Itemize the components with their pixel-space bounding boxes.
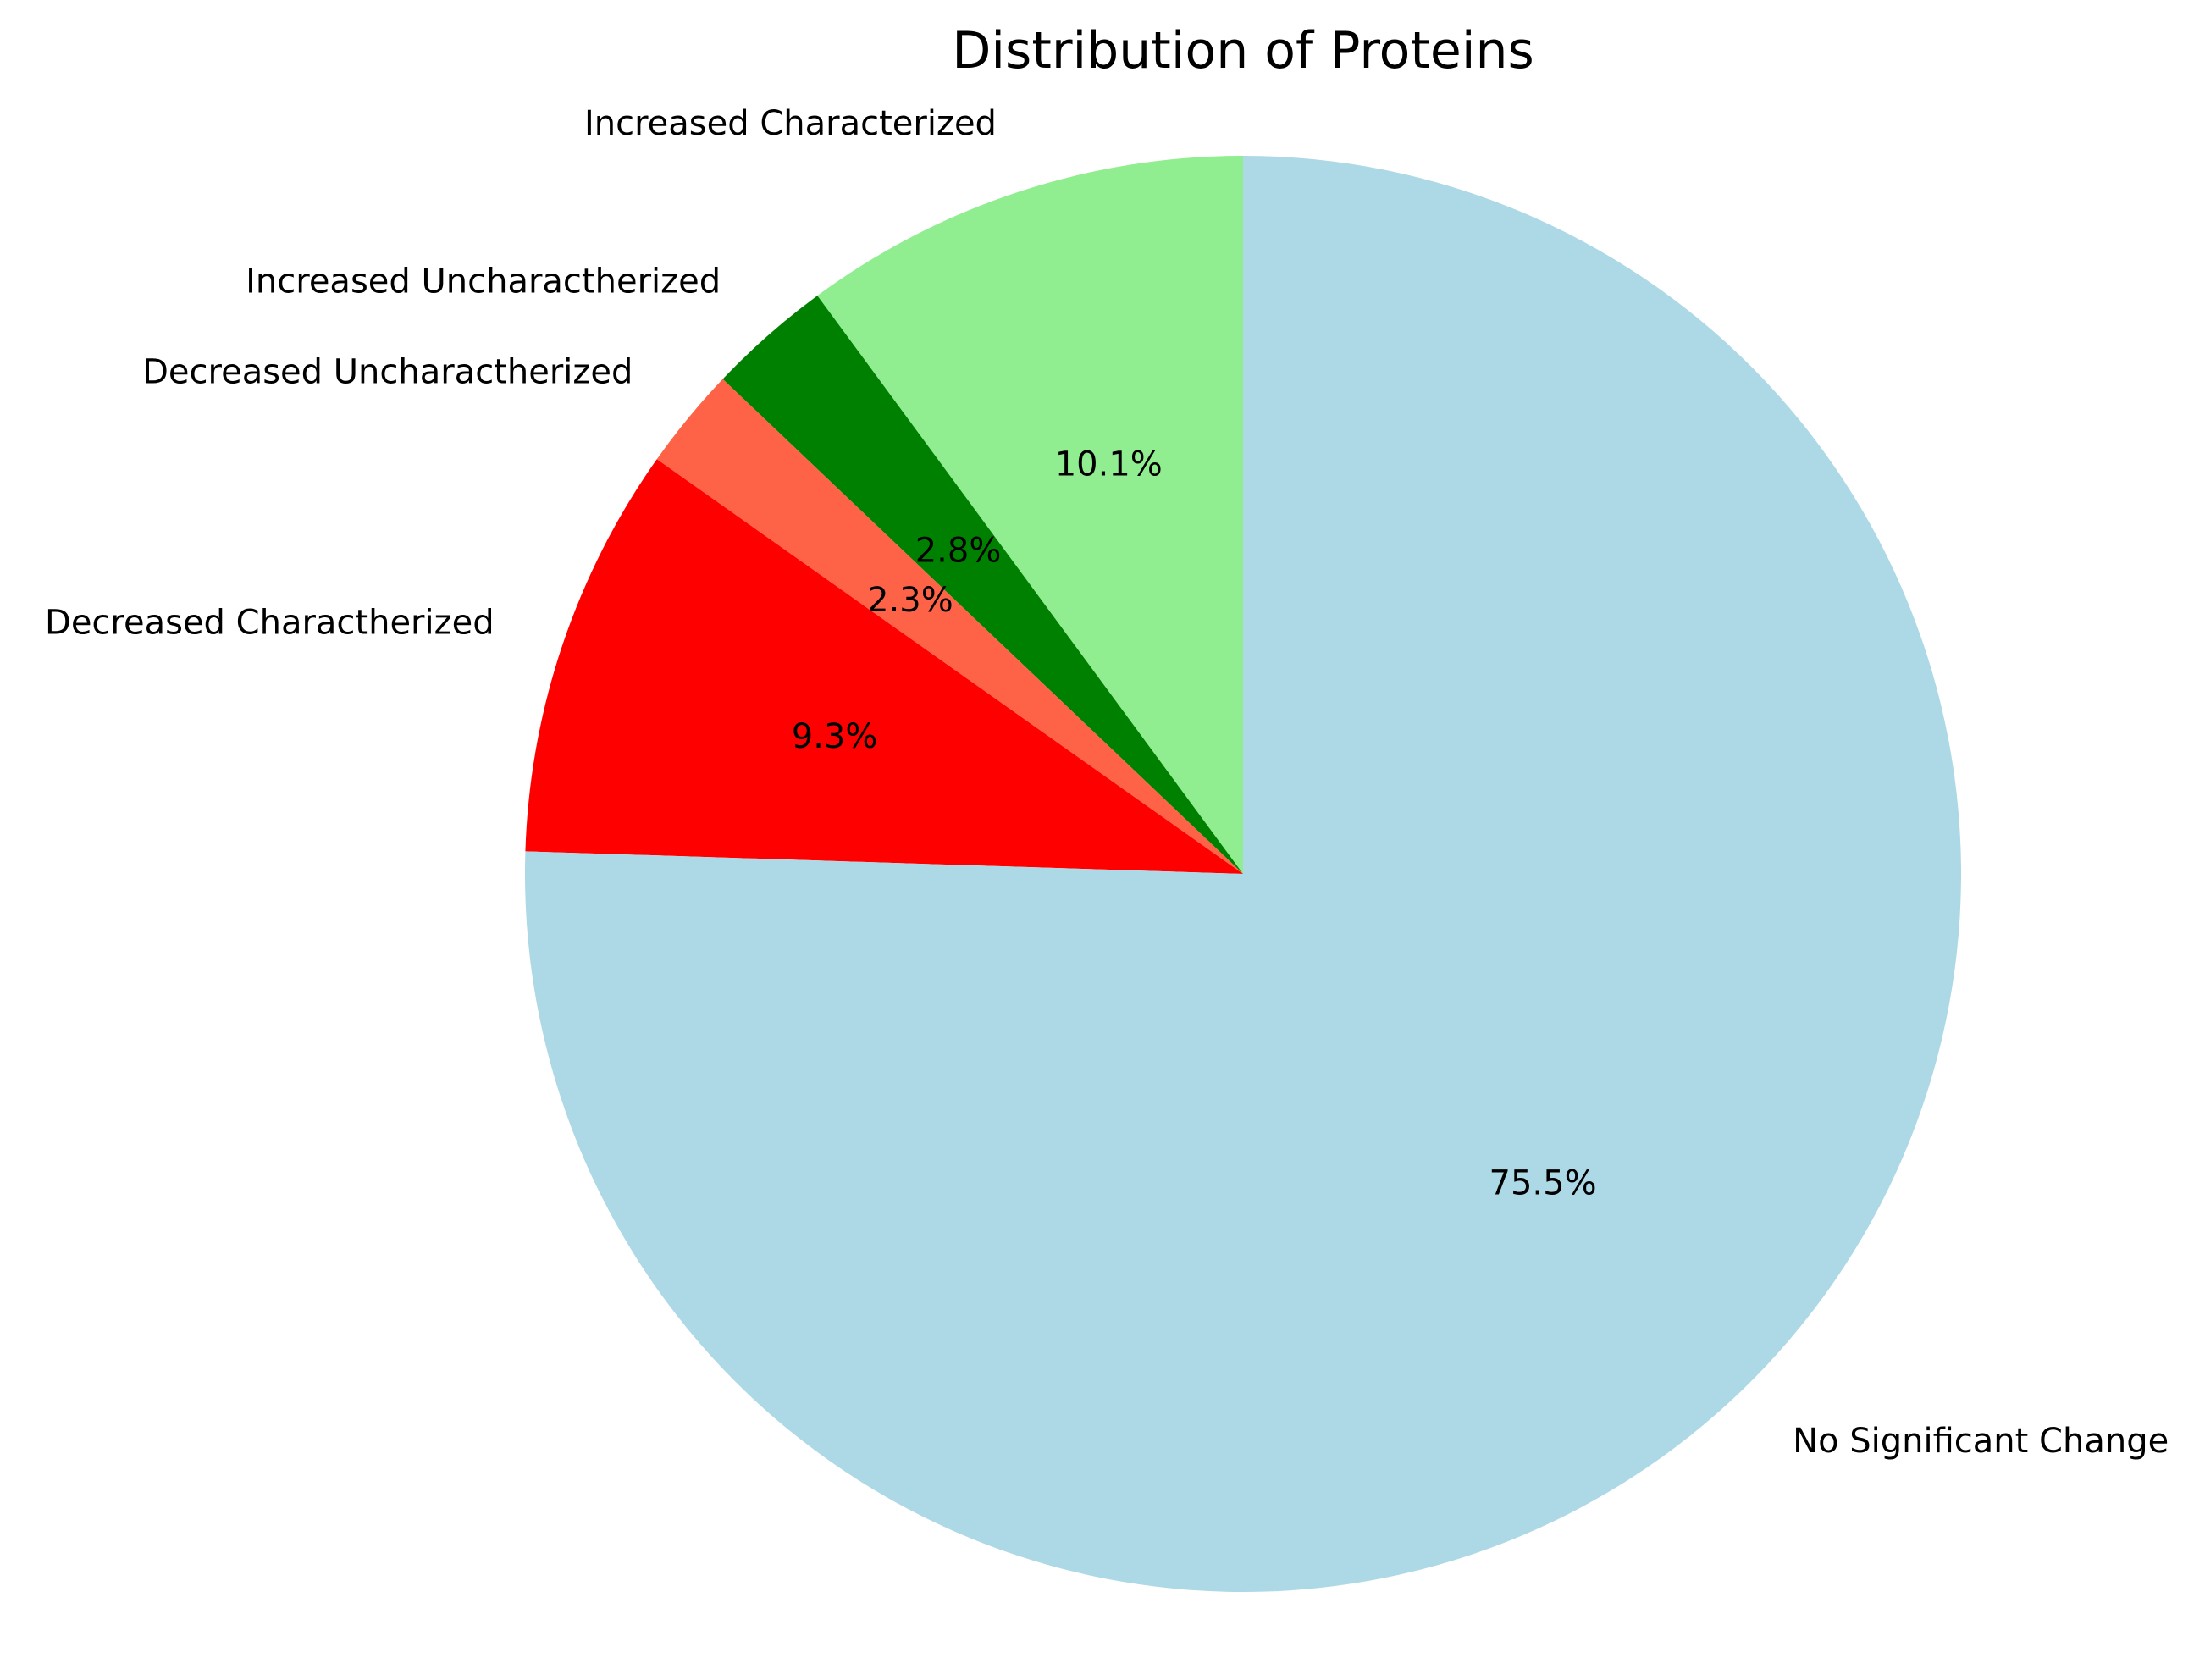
pie-slice-4 <box>525 459 1243 874</box>
pie-percent-label: 2.3% <box>867 581 953 620</box>
pie-slice-2 <box>722 296 1243 875</box>
pie-slice-5 <box>525 156 1962 1593</box>
pie-percent-label: 9.3% <box>792 717 878 756</box>
pie-slice-label: Increased Uncharactherized <box>246 262 721 301</box>
pie-slice-label: Decreased Uncharactherized <box>142 353 633 392</box>
pie-slice-label: Decreased Charactherized <box>45 603 495 642</box>
pie-percent-labels: 10.1% 2.8% 2.3% 9.3% 75.5% <box>792 445 1597 1203</box>
pie-percent-label: 75.5% <box>1489 1163 1597 1202</box>
pie-percent-label: 10.1% <box>1055 445 1163 484</box>
pie-slice-3 <box>656 379 1243 874</box>
pie-percent-label: 2.8% <box>915 531 1002 570</box>
pie-slice-label: Increased Characterized <box>584 104 997 143</box>
pie-slice-labels: Increased Characterized Increased Unchara… <box>45 104 2169 1461</box>
pie-slice-label: No Significant Change <box>1793 1422 2169 1461</box>
pie-slices <box>525 156 1962 1593</box>
chart-title: Distribution of Proteins <box>952 21 1534 80</box>
pie-slice-1 <box>817 156 1243 874</box>
